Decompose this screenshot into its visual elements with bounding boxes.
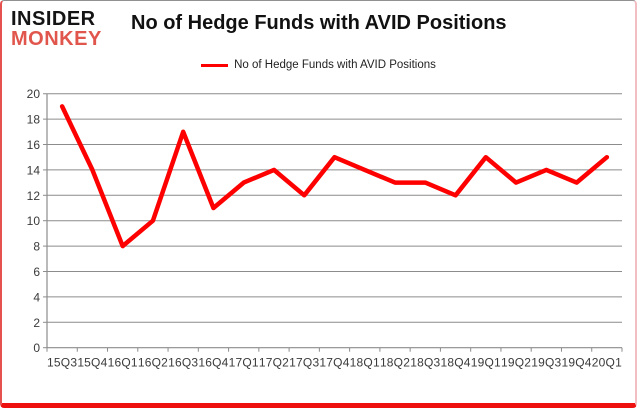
x-tick-label: 16Q4: [198, 356, 228, 370]
y-tick-label: 6: [33, 265, 40, 279]
logo-text-monkey: MONKEY: [11, 28, 102, 50]
y-tick-label: 4: [33, 290, 40, 304]
line-chart: 0 2 4 6 8 10 12 14 16 18 20 15Q3 15Q4 16Q1 16Q2 16Q3 16Q…: [27, 87, 623, 370]
x-tick-label: 19Q1: [471, 356, 501, 370]
y-tick-label: 14: [27, 163, 41, 177]
x-tick-label: 18Q4: [440, 356, 470, 370]
legend-line-swatch: [201, 63, 229, 67]
x-tick-label: 17Q3: [289, 356, 319, 370]
legend: No of Hedge Funds with AVID Positions: [2, 59, 635, 71]
x-tick-label: 17Q2: [259, 356, 289, 370]
x-tick-label: 15Q3: [47, 356, 77, 370]
legend-label: No of Hedge Funds with AVID Positions: [234, 59, 436, 71]
x-tick-label: 16Q3: [168, 356, 198, 370]
chart-title: No of Hedge Funds with AVID Positions: [131, 12, 507, 34]
x-tick-label: 18Q3: [410, 356, 440, 370]
x-tick-label: 20Q1: [592, 356, 622, 370]
x-tick-label: 15Q4: [77, 356, 107, 370]
x-tick-label: 17Q1: [229, 356, 259, 370]
y-tick-label: 18: [27, 113, 41, 127]
x-tick-label: 19Q4: [562, 356, 592, 370]
y-tick-label: 12: [27, 189, 41, 203]
x-tick-label: 18Q2: [380, 356, 410, 370]
y-tick-label: 8: [33, 240, 40, 254]
x-tick-label: 19Q3: [531, 356, 561, 370]
data-line: [59, 104, 610, 249]
x-tick-label: 17Q4: [319, 356, 349, 370]
y-tick-label: 0: [33, 341, 40, 355]
x-tick-label: 16Q2: [138, 356, 168, 370]
insider-monkey-logo: INSIDER MONKEY: [11, 9, 102, 49]
y-tick-label: 10: [27, 214, 41, 228]
y-tick-label: 2: [33, 316, 40, 330]
y-tick-label: 20: [27, 87, 41, 101]
y-tick-label: 16: [27, 138, 41, 152]
x-tick-label: 16Q1: [108, 356, 138, 370]
x-tick-label: 19Q2: [501, 356, 531, 370]
logo-text-insider: INSIDER: [11, 8, 96, 30]
x-tick-label: 18Q1: [350, 356, 380, 370]
